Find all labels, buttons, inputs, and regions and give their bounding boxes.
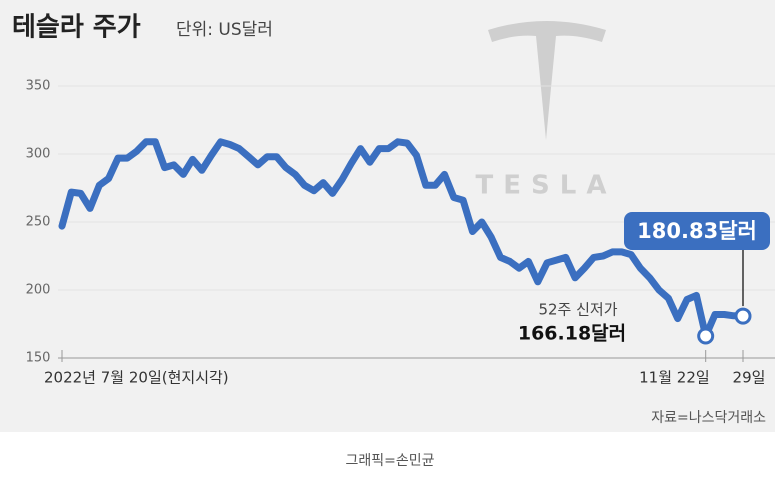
y-tick-label: 350 (26, 79, 51, 94)
value-label: 166.18달러 (518, 323, 626, 345)
callout-box (624, 212, 770, 250)
y-tick-label: 300 (26, 147, 51, 162)
point-marker (734, 307, 752, 325)
x-tick-label: 2022년 7월 20일(현지시각) (44, 369, 229, 387)
y-tick-label: 150 (26, 351, 51, 366)
y-tick-label: 200 (26, 283, 51, 298)
point-marker (697, 327, 715, 345)
chart-title: 테슬라 주가 (12, 13, 141, 43)
source: 자료=나스닥거래소 (651, 410, 766, 426)
tesla-logo (488, 21, 606, 140)
annotation: 52주 신저가 (538, 301, 617, 319)
value-label: 180.83달러 (637, 219, 757, 243)
watermark: TESLA (476, 171, 617, 201)
x-tick-label: 11월 22일 (639, 369, 710, 387)
price-line (58, 138, 747, 340)
x-tick-label: 29일 (733, 369, 766, 387)
plot: 150 200 250 300 350 2022년 7월 20일(현지시각) 11월 22일… (26, 79, 775, 387)
chart-subtitle: 단위: US달러 (176, 20, 273, 40)
y-tick-label: 250 (26, 215, 51, 230)
credit: 그래픽=손민균 (345, 453, 434, 469)
